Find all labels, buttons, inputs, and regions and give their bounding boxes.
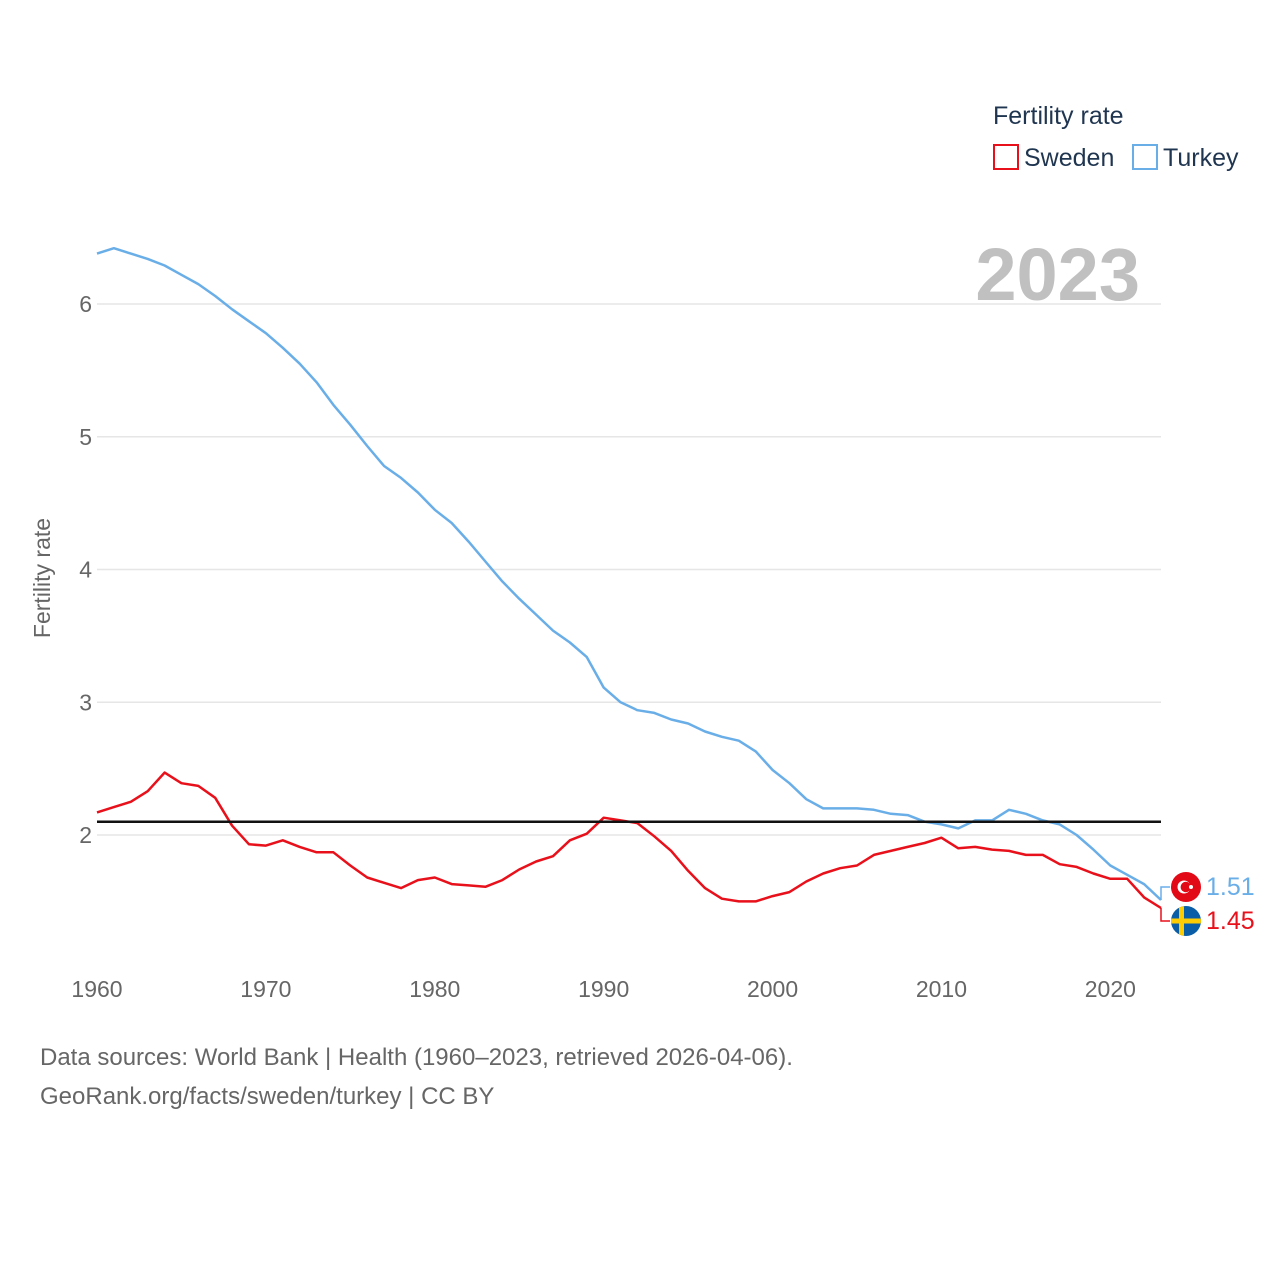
series-line-sweden — [96, 771, 1162, 910]
x-tick-label: 1980 — [409, 976, 460, 1002]
legend-label-sweden[interactable]: Sweden — [1024, 144, 1114, 172]
sweden-flag-icon — [1171, 906, 1201, 936]
y-tick-label: 5 — [79, 424, 92, 450]
legend: Fertility rate Sweden Turkey — [993, 102, 1239, 172]
turkey-flag-icon — [1171, 872, 1201, 902]
footer-attribution[interactable]: GeoRank.org/facts/sweden/turkey | CC BY — [40, 1083, 495, 1110]
y-tick-label: 2 — [79, 822, 92, 848]
legend-swatch-turkey[interactable] — [1132, 144, 1158, 170]
end-value-label-turkey: 1.51 — [1206, 873, 1255, 901]
legend-swatch-sweden[interactable] — [993, 144, 1019, 170]
current-year-label: 2023 — [975, 233, 1140, 316]
x-tick-label: 2020 — [1085, 976, 1136, 1002]
legend-title: Fertility rate — [993, 102, 1124, 130]
y-tick-label: 3 — [79, 689, 92, 715]
end-markers: 1.51 1.45 — [1160, 872, 1255, 936]
gridlines — [97, 303, 1161, 836]
y-tick-label: 6 — [79, 291, 92, 317]
footer-sources: Data sources: World Bank | Health (1960–… — [40, 1044, 793, 1071]
y-tick-label: 4 — [79, 557, 92, 583]
end-connector-turkey — [1160, 886, 1170, 901]
x-axis-ticks: 1960 1970 1980 1990 2000 2010 2020 — [71, 976, 1136, 1002]
series-lines — [96, 246, 1162, 910]
y-axis-label: Fertility rate — [29, 518, 55, 638]
legend-label-turkey[interactable]: Turkey — [1163, 144, 1239, 172]
end-value-label-sweden: 1.45 — [1206, 907, 1255, 935]
x-tick-label: 2010 — [916, 976, 967, 1002]
end-connector-sweden — [1160, 908, 1170, 922]
y-axis-ticks: 2 3 4 5 6 — [79, 291, 92, 848]
x-tick-label: 1960 — [71, 976, 122, 1002]
x-tick-label: 2000 — [747, 976, 798, 1002]
series-line-turkey — [96, 246, 1162, 901]
x-tick-label: 1970 — [240, 976, 291, 1002]
x-tick-label: 1990 — [578, 976, 629, 1002]
